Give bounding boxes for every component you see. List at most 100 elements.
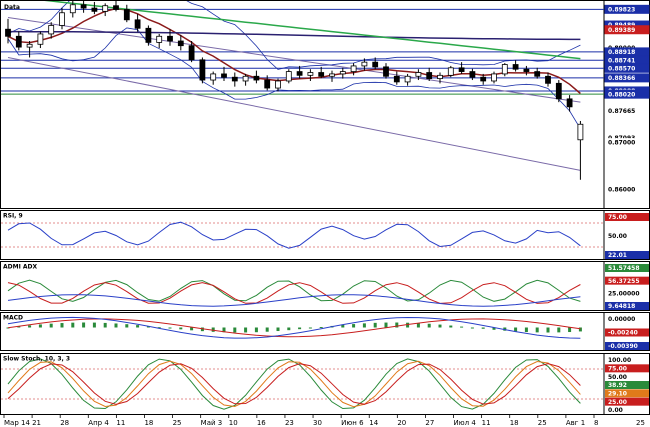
x-tick-label: 23 [285, 419, 294, 427]
macd-label: -0.00390 [608, 343, 638, 350]
bollinger-lower [7, 27, 581, 129]
macd-histogram-bar [395, 322, 399, 328]
x-tick-label: 14 [369, 419, 378, 427]
macd-histogram-bar [319, 327, 323, 329]
macd-histogram-bar [481, 327, 485, 329]
candle-body [534, 71, 541, 77]
stoch-label: 25.00 [608, 399, 627, 406]
corner-label: 25 [636, 419, 645, 427]
macd-histogram-bar [244, 327, 248, 333]
macd-histogram-bar [254, 327, 258, 333]
price-panel-title: Data [4, 4, 20, 11]
stoch-label-box [605, 389, 649, 398]
price-label: 0.88741 [608, 57, 635, 64]
candle-body [296, 71, 303, 76]
candle-body [415, 72, 422, 77]
x-tick-label: 25 [173, 419, 182, 427]
candle-body [339, 71, 346, 75]
x-tick-label: Июн 6 [341, 419, 364, 427]
candle-body [134, 19, 141, 29]
candle-body [253, 75, 260, 81]
rsi-label: 22.01 [608, 252, 627, 259]
x-tick-label: Июл 4 [454, 419, 477, 427]
trendline-lower [7, 56, 581, 171]
candle-body [523, 68, 530, 72]
x-tick-label: 11 [482, 419, 491, 427]
candle-body [372, 61, 379, 68]
adx-minus-di [7, 282, 581, 304]
price-label-box [604, 63, 650, 73]
stoch-label-box [605, 397, 649, 406]
adx-label-box [605, 276, 649, 285]
macd-histogram-bar [438, 324, 442, 328]
candle-body [15, 35, 22, 48]
macd-histogram-bar [373, 322, 377, 328]
macd-histogram-bar [352, 324, 356, 328]
candle-body [275, 80, 281, 89]
macd-histogram-bar [546, 327, 550, 333]
rsi-label-box [605, 213, 649, 221]
candle-body [37, 33, 44, 45]
candle-body [102, 5, 109, 12]
candle-body [264, 79, 271, 89]
macd-histogram-bar [60, 323, 64, 328]
macd-label-box [605, 342, 649, 350]
macd-histogram-bar [427, 323, 431, 328]
x-tick-label: 21 [32, 419, 41, 427]
macd-histogram-bar [341, 324, 345, 328]
stoch-label-box [605, 406, 649, 414]
macd-label-box [605, 315, 649, 323]
macd-histogram-bar [535, 327, 539, 333]
price-label-box [605, 133, 649, 142]
adx-label: 25.00000 [608, 291, 640, 298]
price-label-box [605, 106, 649, 115]
stoch-label: 0.00 [608, 407, 623, 414]
macd-histogram-bar [416, 323, 420, 328]
x-tick-label: 16 [257, 419, 266, 427]
stoch-label-box [605, 381, 649, 389]
x-tick-label: 18 [144, 419, 153, 427]
macd-histogram-bar [384, 322, 388, 328]
candle-body [48, 25, 55, 35]
candle-body [447, 67, 454, 76]
adx-label: 9.64818 [608, 303, 635, 310]
macd-histogram-bar [49, 323, 53, 328]
candle-body [329, 73, 335, 77]
macd-histogram-bar [298, 327, 302, 330]
candle-body [318, 72, 325, 77]
x-tick-label: 27 [425, 419, 434, 427]
price-label-box [604, 25, 650, 35]
macd-histogram-bar [492, 327, 496, 330]
candle-body [577, 123, 584, 141]
adx-title: ADMI ADX [3, 264, 38, 271]
candle-body [199, 59, 206, 81]
candle-body [156, 35, 163, 43]
macd-histogram-bar [114, 323, 118, 328]
candle-body [383, 66, 389, 77]
macd-histogram-bar [578, 327, 582, 332]
price-label: 0.89389 [608, 27, 635, 34]
macd-histogram-bar [276, 327, 280, 332]
x-tick-label: 11 [116, 419, 125, 427]
price-label: 0.86000 [608, 186, 635, 193]
macd-histogram-bar [233, 327, 237, 333]
x-tick-label: Апр 4 [88, 419, 109, 427]
stoch-label: 100.00 [608, 357, 631, 364]
price-label: 0.88020 [608, 91, 635, 98]
bollinger-upper [7, 1, 581, 70]
stoch-label: 29.10 [608, 391, 627, 398]
macd-histogram-bar [211, 327, 215, 332]
macd-histogram-bar [136, 325, 140, 328]
candle-body [242, 75, 249, 82]
macd-label: -0.00240 [608, 330, 638, 337]
candle-body [545, 75, 551, 84]
macd-histogram-bar [179, 327, 183, 330]
price-label-box [604, 89, 650, 99]
macd-histogram-bar [6, 327, 10, 329]
macd-histogram-bar [92, 322, 96, 328]
macd-histogram-bar [168, 327, 172, 329]
moving-average-mid [8, 30, 581, 41]
macd-histogram-bar [38, 324, 42, 328]
macd-histogram-bar [568, 327, 572, 333]
